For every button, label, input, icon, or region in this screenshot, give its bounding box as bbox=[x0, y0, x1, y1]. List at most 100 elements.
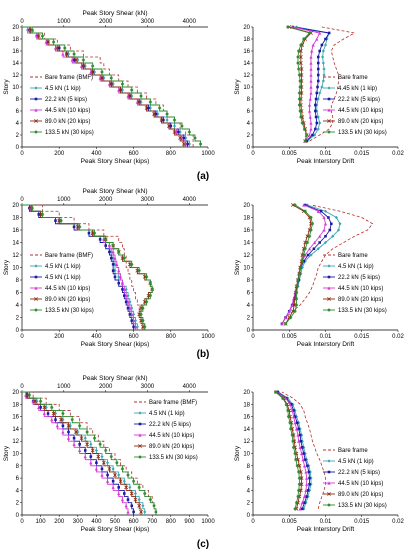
legend-item: 22.2 kN (5 kips) bbox=[323, 97, 380, 103]
legend-item: 4.45 kN (1 kip) bbox=[323, 86, 377, 92]
data-point bbox=[109, 82, 114, 86]
y-tick-label: 20 bbox=[12, 390, 19, 396]
x-tick-label: 900 bbox=[184, 519, 195, 525]
data-point bbox=[307, 31, 312, 35]
legend-marker bbox=[34, 308, 38, 312]
data-point bbox=[286, 25, 290, 29]
data-point bbox=[143, 510, 147, 514]
legend-item: 133.5 kN (30 kips) bbox=[30, 130, 94, 136]
data-point bbox=[33, 399, 37, 404]
series-0 bbox=[281, 391, 326, 509]
data-point bbox=[30, 28, 34, 32]
series-4 bbox=[283, 203, 313, 326]
data-point bbox=[68, 424, 72, 428]
y-tick-label: 0 bbox=[247, 328, 251, 334]
data-point bbox=[40, 34, 45, 38]
data-point bbox=[302, 37, 306, 41]
data-point bbox=[296, 278, 300, 282]
data-point bbox=[280, 322, 284, 326]
y-tick-label: 6 bbox=[16, 291, 20, 297]
x-tick-label: 0.02 bbox=[392, 519, 404, 525]
data-point bbox=[120, 88, 125, 92]
data-point bbox=[78, 225, 82, 229]
data-point bbox=[50, 418, 54, 422]
data-point bbox=[303, 247, 307, 251]
data-point bbox=[126, 510, 130, 514]
legend-marker bbox=[327, 297, 331, 301]
data-point bbox=[46, 40, 50, 44]
y-tick-label: 12 bbox=[12, 73, 19, 79]
data-point bbox=[303, 209, 307, 213]
data-point bbox=[111, 269, 115, 272]
data-point bbox=[309, 55, 313, 59]
data-point bbox=[129, 491, 134, 496]
data-point bbox=[172, 124, 177, 128]
data-point bbox=[115, 461, 119, 465]
data-point bbox=[309, 215, 313, 220]
data-point bbox=[89, 455, 93, 458]
data-point bbox=[104, 237, 108, 241]
data-point bbox=[158, 106, 162, 110]
data-point bbox=[297, 103, 301, 107]
data-point bbox=[315, 103, 319, 107]
data-point bbox=[104, 448, 108, 453]
data-point bbox=[314, 97, 318, 101]
data-point bbox=[74, 430, 78, 434]
legend-item: Bare frame (BMF) bbox=[30, 253, 93, 259]
data-point bbox=[37, 405, 41, 409]
legend-item: 4.5 kN (1 kip) bbox=[134, 411, 185, 417]
legend-item: 133.5 kN (30 kips) bbox=[323, 503, 387, 509]
data-point bbox=[141, 306, 145, 310]
y-tick-label: 16 bbox=[243, 228, 250, 234]
data-point bbox=[321, 61, 325, 65]
data-point bbox=[307, 464, 311, 468]
x-tick-label: 100 bbox=[36, 519, 47, 525]
series-5 bbox=[284, 203, 315, 326]
data-point bbox=[309, 91, 313, 95]
data-point bbox=[322, 73, 326, 77]
legend-label: 44.5 kN (10 kips) bbox=[45, 286, 90, 292]
legend-label: 89.0 kN (20 kips) bbox=[338, 297, 383, 303]
y-tick-label: 10 bbox=[12, 85, 19, 91]
series-line bbox=[281, 204, 374, 324]
data-point bbox=[306, 489, 310, 492]
data-point bbox=[299, 433, 304, 437]
data-point bbox=[126, 498, 130, 501]
data-point bbox=[53, 411, 58, 416]
y-axis-label: Story bbox=[3, 445, 10, 461]
x-tick-label: 0 bbox=[251, 151, 255, 157]
data-point bbox=[180, 124, 184, 128]
legend-label: 22.2 kN (5 kips) bbox=[338, 97, 380, 103]
data-point bbox=[128, 485, 132, 489]
data-point bbox=[137, 100, 142, 104]
data-point bbox=[107, 466, 112, 471]
y-axis-label: Story bbox=[3, 259, 10, 275]
data-point bbox=[186, 142, 189, 146]
y-tick-label: 8 bbox=[16, 278, 20, 284]
data-point bbox=[117, 281, 120, 285]
y-tick-label: 6 bbox=[247, 291, 251, 297]
data-point bbox=[181, 142, 186, 146]
x2-tick-label: 3000 bbox=[141, 197, 155, 203]
y-tick-label: 20 bbox=[12, 25, 19, 31]
y-tick-label: 10 bbox=[12, 266, 19, 272]
legend-label: 133.5 kN (30 kips) bbox=[338, 308, 387, 314]
data-point bbox=[117, 486, 120, 489]
data-point bbox=[325, 37, 329, 41]
x2-axis-label: Peak Story Shear (kN) bbox=[82, 375, 147, 382]
legend-label: 4.5 kN (1 kip) bbox=[338, 264, 374, 270]
data-point bbox=[123, 294, 126, 297]
legend-item: 44.5 kN (10 kips) bbox=[323, 286, 383, 292]
legend-label: 44.5 kN (10 kips) bbox=[45, 108, 90, 114]
data-point bbox=[298, 109, 302, 113]
y-tick-label: 12 bbox=[243, 253, 250, 259]
y-tick-label: 18 bbox=[12, 216, 19, 222]
data-point bbox=[81, 58, 85, 62]
legend-label: 22.2 kN (5 kips) bbox=[149, 422, 191, 428]
data-point bbox=[66, 52, 71, 56]
data-point bbox=[298, 445, 302, 449]
x2-tick-label: 4000 bbox=[183, 384, 197, 390]
data-point bbox=[113, 256, 117, 260]
data-point bbox=[290, 433, 294, 437]
data-point bbox=[108, 250, 111, 254]
